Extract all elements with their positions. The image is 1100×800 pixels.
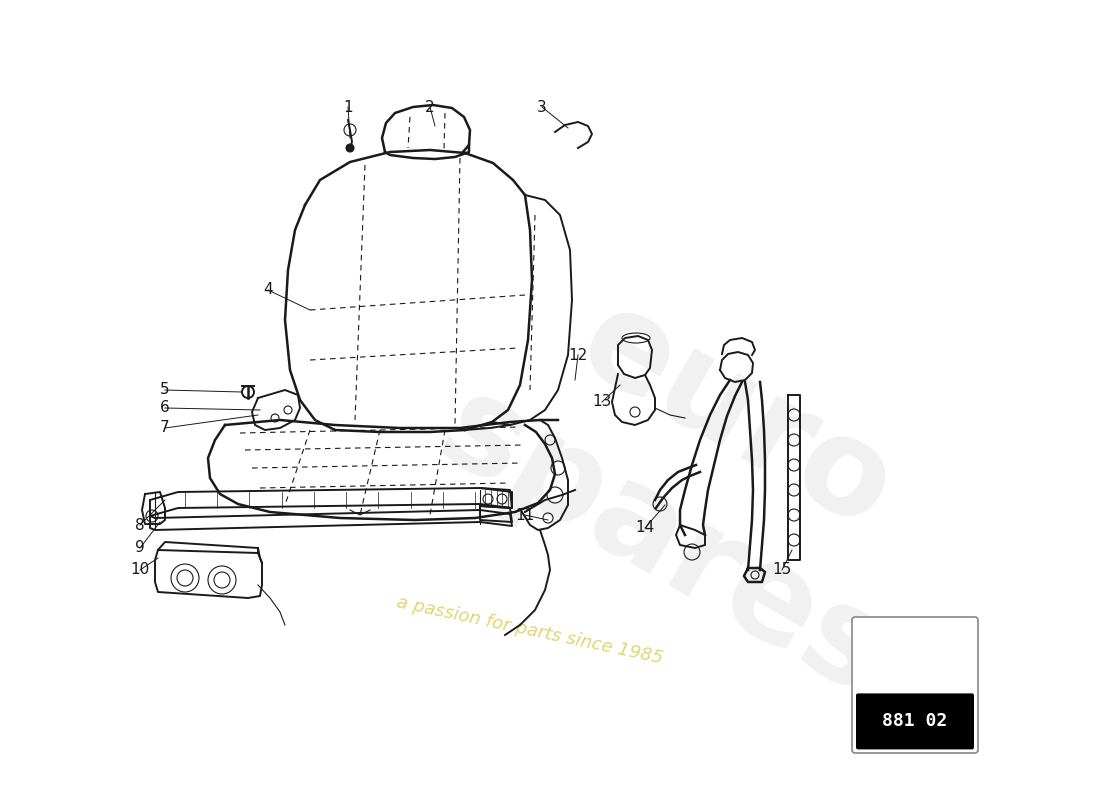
Text: 12: 12: [569, 347, 587, 362]
Text: 9: 9: [135, 541, 145, 555]
Text: 15: 15: [772, 562, 792, 578]
Circle shape: [346, 144, 354, 152]
FancyBboxPatch shape: [852, 617, 978, 753]
Text: 6: 6: [161, 401, 169, 415]
Text: 8: 8: [135, 518, 145, 533]
Text: 2: 2: [426, 99, 434, 114]
Text: euro
spares: euro spares: [417, 238, 983, 722]
Text: 13: 13: [592, 394, 612, 410]
FancyBboxPatch shape: [856, 694, 974, 750]
Text: 1: 1: [343, 99, 353, 114]
Text: 14: 14: [636, 521, 654, 535]
Text: 11: 11: [516, 507, 535, 522]
Text: a passion for parts since 1985: a passion for parts since 1985: [395, 593, 664, 667]
Text: 5: 5: [161, 382, 169, 398]
Text: 3: 3: [537, 99, 547, 114]
Text: 10: 10: [131, 562, 150, 578]
Text: 881 02: 881 02: [882, 712, 947, 730]
Text: 4: 4: [263, 282, 273, 298]
Text: 7: 7: [161, 421, 169, 435]
